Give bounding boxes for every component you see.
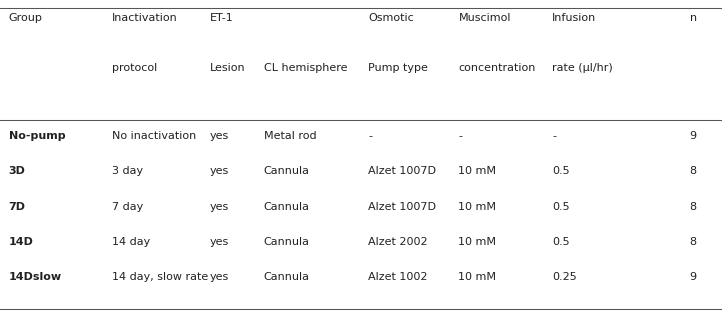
- Text: concentration: concentration: [458, 63, 536, 73]
- Text: Lesion: Lesion: [209, 63, 245, 73]
- Text: Osmotic: Osmotic: [368, 13, 414, 23]
- Text: 7D: 7D: [9, 202, 26, 212]
- Text: 10 mM: 10 mM: [458, 272, 497, 283]
- Text: -: -: [368, 131, 373, 141]
- Text: yes: yes: [209, 237, 229, 247]
- Text: Inactivation: Inactivation: [112, 13, 178, 23]
- Text: Metal rod: Metal rod: [264, 131, 316, 141]
- Text: 8: 8: [690, 166, 697, 176]
- Text: Muscimol: Muscimol: [458, 13, 511, 23]
- Text: 9: 9: [690, 272, 697, 283]
- Text: 0.25: 0.25: [552, 272, 577, 283]
- Text: yes: yes: [209, 131, 229, 141]
- Text: Cannula: Cannula: [264, 202, 310, 212]
- Text: 8: 8: [690, 237, 697, 247]
- Text: Alzet 1007D: Alzet 1007D: [368, 202, 436, 212]
- Text: 14 day, slow rate: 14 day, slow rate: [112, 272, 208, 283]
- Text: No-pump: No-pump: [9, 131, 65, 141]
- Text: Cannula: Cannula: [264, 272, 310, 283]
- Text: 3D: 3D: [9, 166, 25, 176]
- Text: No inactivation: No inactivation: [112, 131, 196, 141]
- Text: 9: 9: [690, 131, 697, 141]
- Text: yes: yes: [209, 202, 229, 212]
- Text: 14Dslow: 14Dslow: [9, 272, 62, 283]
- Text: Alzet 1002: Alzet 1002: [368, 272, 427, 283]
- Text: 0.5: 0.5: [552, 166, 570, 176]
- Text: -: -: [458, 131, 463, 141]
- Text: Cannula: Cannula: [264, 166, 310, 176]
- Text: -: -: [552, 131, 557, 141]
- Text: CL hemisphere: CL hemisphere: [264, 63, 347, 73]
- Text: 14 day: 14 day: [112, 237, 150, 247]
- Text: 10 mM: 10 mM: [458, 202, 497, 212]
- Text: 3 day: 3 day: [112, 166, 143, 176]
- Text: Group: Group: [9, 13, 43, 23]
- Text: 0.5: 0.5: [552, 202, 570, 212]
- Text: Alzet 1007D: Alzet 1007D: [368, 166, 436, 176]
- Text: protocol: protocol: [112, 63, 157, 73]
- Text: n: n: [690, 13, 697, 23]
- Text: 7 day: 7 day: [112, 202, 143, 212]
- Text: 8: 8: [690, 202, 697, 212]
- Text: Pump type: Pump type: [368, 63, 428, 73]
- Text: 10 mM: 10 mM: [458, 166, 497, 176]
- Text: Cannula: Cannula: [264, 237, 310, 247]
- Text: ET-1: ET-1: [209, 13, 233, 23]
- Text: yes: yes: [209, 166, 229, 176]
- Text: Alzet 2002: Alzet 2002: [368, 237, 428, 247]
- Text: 10 mM: 10 mM: [458, 237, 497, 247]
- Text: 0.5: 0.5: [552, 237, 570, 247]
- Text: yes: yes: [209, 272, 229, 283]
- Text: Infusion: Infusion: [552, 13, 596, 23]
- Text: 14D: 14D: [9, 237, 33, 247]
- Text: rate (μl/hr): rate (μl/hr): [552, 63, 613, 73]
